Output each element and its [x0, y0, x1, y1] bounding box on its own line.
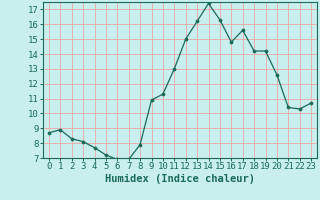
X-axis label: Humidex (Indice chaleur): Humidex (Indice chaleur)	[105, 174, 255, 184]
